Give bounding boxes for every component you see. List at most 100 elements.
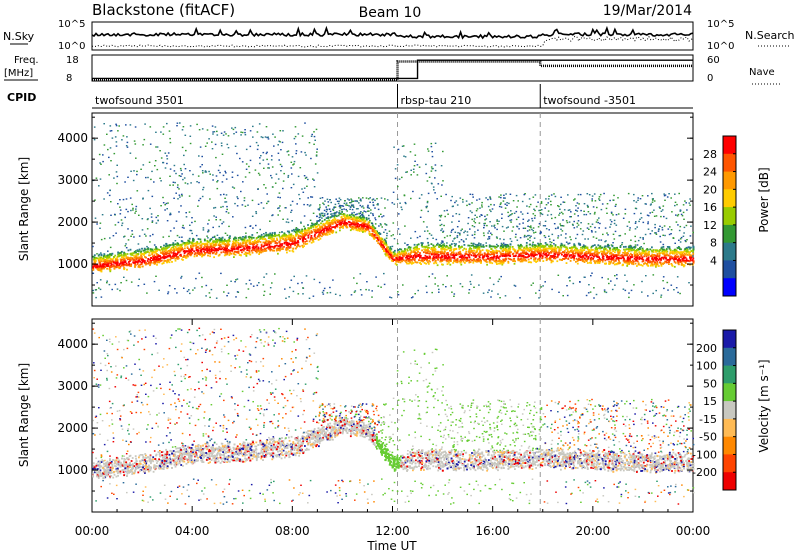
echo-cell [188, 237, 191, 240]
echo-cell [178, 254, 181, 257]
echo-cell [248, 251, 251, 254]
cpid-segment-label: rbsp-tau 210 [401, 94, 472, 107]
echo-cell [226, 143, 229, 146]
echo-cell [684, 248, 686, 251]
echo-cell [225, 194, 228, 196]
echo-cell [231, 246, 233, 248]
echo-cell [166, 162, 168, 165]
echo-cell [102, 160, 104, 163]
echo-cell [586, 262, 589, 264]
echo-cell [353, 211, 355, 214]
echo-cell [431, 251, 434, 253]
echo-cell [493, 251, 496, 254]
echo-cell [234, 145, 237, 147]
echo-cell [634, 254, 637, 257]
echo-cell [94, 260, 97, 262]
echo-cell [194, 252, 197, 254]
echo-cell [463, 231, 465, 234]
echo-cell [119, 199, 121, 201]
echo-cell [542, 252, 545, 255]
echo-cell [689, 254, 692, 256]
echo-cell [651, 211, 654, 213]
echo-cell [473, 242, 475, 245]
echo-cell [503, 249, 506, 251]
echo-cell [184, 242, 186, 244]
echo-cell [434, 245, 437, 248]
echo-cell [385, 248, 387, 251]
echo-cell [286, 218, 289, 220]
echo-cell [228, 239, 230, 241]
echo-cell [107, 264, 110, 267]
echo-cell [176, 186, 179, 189]
echo-cell [545, 254, 548, 257]
echo-cell [550, 213, 553, 216]
echo-cell [181, 173, 183, 175]
echo-cell [261, 236, 264, 239]
echo-cell [254, 250, 257, 252]
echo-cell [582, 254, 584, 257]
echo-cell [565, 241, 568, 243]
echo-cell [216, 240, 218, 242]
echo-cell [597, 244, 600, 247]
echo-cell [688, 260, 691, 263]
echo-cell [370, 226, 373, 228]
echo-cell [318, 235, 321, 238]
nsearch-series [92, 35, 694, 48]
echo-cell [691, 249, 693, 252]
echo-cell [394, 262, 397, 265]
echo-cell [102, 260, 105, 263]
echo-cell [537, 258, 539, 261]
echo-cell [563, 250, 566, 252]
echo-cell [160, 259, 163, 262]
echo-cell [458, 256, 461, 258]
echo-cell [645, 250, 647, 253]
echo-cell [626, 263, 629, 266]
nsearch-tick-low: 10^0 [707, 41, 734, 52]
echo-cell [522, 247, 525, 250]
echo-cell [268, 243, 271, 246]
echo-cell [221, 240, 224, 242]
echo-cell [287, 235, 289, 237]
echo-cell [527, 255, 530, 258]
echo-cell [666, 261, 669, 264]
echo-cell [483, 227, 485, 229]
echo-cell [632, 263, 635, 266]
echo-cell [550, 259, 553, 262]
echo-cell [624, 261, 627, 264]
echo-cell [278, 240, 281, 243]
echo-cell [332, 215, 334, 217]
echo-cell [184, 182, 187, 184]
echo-cell [641, 195, 644, 197]
echo-cell [237, 239, 240, 241]
echo-cell [215, 156, 217, 159]
echo-cell [132, 252, 134, 255]
echo-cell [324, 222, 327, 225]
echo-cell [625, 252, 628, 255]
echo-cell [381, 241, 383, 243]
echo-cell [307, 227, 310, 229]
echo-cell [299, 238, 302, 240]
echo-cell [298, 193, 300, 196]
echo-cell [647, 222, 649, 225]
echo-cell [552, 254, 555, 257]
echo-cell [351, 208, 354, 211]
echo-cell [673, 258, 676, 261]
echo-cell [228, 254, 231, 256]
echo-cell [435, 255, 437, 258]
echo-cell [478, 251, 481, 254]
echo-cell [250, 237, 253, 240]
echo-cell [597, 258, 599, 261]
echo-cell [554, 244, 557, 246]
echo-cell [184, 256, 186, 258]
echo-cell [144, 251, 147, 254]
echo-cell [240, 238, 243, 241]
echo-cell [441, 250, 443, 253]
echo-cell [191, 232, 193, 235]
echo-cell [419, 256, 421, 259]
echo-cell [544, 242, 547, 244]
echo-cell [605, 240, 607, 242]
echo-cell [479, 259, 482, 261]
echo-cell [122, 264, 125, 267]
echo-cell [659, 261, 662, 264]
